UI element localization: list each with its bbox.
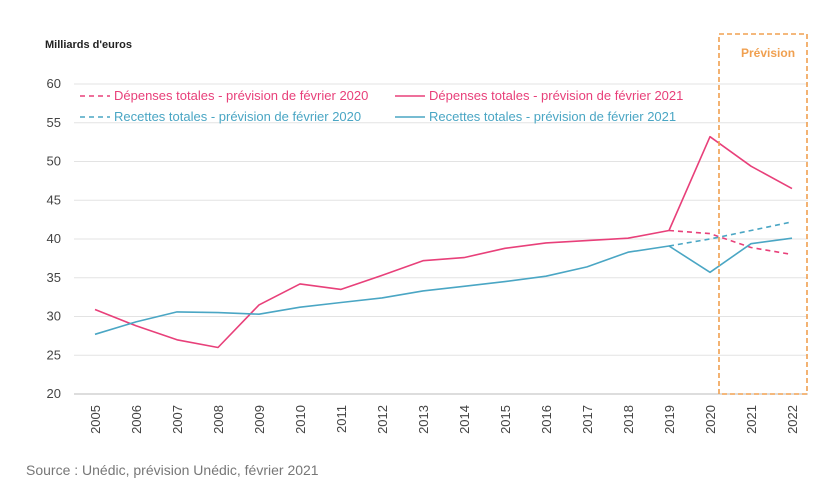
x-tick-label: 2019: [662, 405, 677, 434]
y-tick-label: 50: [47, 154, 61, 169]
x-tick-label: 2020: [703, 405, 718, 434]
forecast-region: Prévision: [718, 33, 808, 395]
x-tick-label: 2016: [539, 405, 554, 434]
forecast-label: Prévision: [741, 46, 795, 60]
x-tick-label: 2009: [252, 405, 267, 434]
forecast-box: [718, 33, 808, 395]
x-tick-label: 2014: [457, 405, 472, 434]
x-tick-label: 2015: [498, 405, 513, 434]
x-tick-label: 2005: [88, 405, 103, 434]
series-line-4: [94, 237, 793, 336]
series-line-3: [668, 221, 793, 247]
chart: Milliards d'euros 20 25 30 35 40 45 50 55 60 200…: [45, 33, 808, 434]
x-tick-label: 2018: [621, 405, 636, 434]
y-tick-label: 30: [47, 309, 61, 324]
y-tick-label: 25: [47, 347, 61, 362]
grid: [74, 83, 808, 395]
y-tick-label: 60: [47, 76, 61, 91]
legend: Dépenses totales - prévision de février …: [80, 88, 683, 124]
x-ticks: 2005 2006 2007 2008 2009 2010 2011 2012 2013 2014…: [88, 405, 800, 434]
source-note: Source : Unédic, prévision Unédic, févri…: [26, 462, 319, 478]
series-line-1: [668, 229, 793, 256]
x-tick-label: 2011: [334, 405, 349, 433]
y-tick-label: 45: [47, 192, 61, 207]
y-axis-label: Milliards d'euros: [45, 39, 132, 51]
y-ticks: 20 25 30 35 40 45 50 55 60: [47, 76, 61, 401]
x-tick-label: 2010: [293, 405, 308, 434]
x-tick-label: 2017: [580, 405, 595, 434]
x-tick-label: 2007: [170, 405, 185, 434]
x-tick-label: 2013: [416, 405, 431, 434]
series-lines: [94, 135, 793, 349]
y-tick-label: 55: [47, 115, 61, 130]
x-tick-label: 2006: [129, 405, 144, 434]
legend-label: Recettes totales - prévision de février …: [114, 109, 361, 124]
y-tick-label: 40: [47, 231, 61, 246]
y-tick-label: 20: [47, 386, 61, 401]
x-tick-label: 2008: [211, 405, 226, 434]
series-line-2: [94, 135, 793, 349]
x-tick-label: 2012: [375, 405, 390, 434]
y-tick-label: 35: [47, 270, 61, 285]
x-tick-label: 2021: [744, 405, 759, 434]
legend-label: Dépenses totales - prévision de février …: [114, 88, 368, 103]
legend-label: Recettes totales - prévision de février …: [429, 109, 676, 124]
x-tick-label: 2022: [785, 405, 800, 434]
legend-label: Dépenses totales - prévision de février …: [429, 88, 683, 103]
